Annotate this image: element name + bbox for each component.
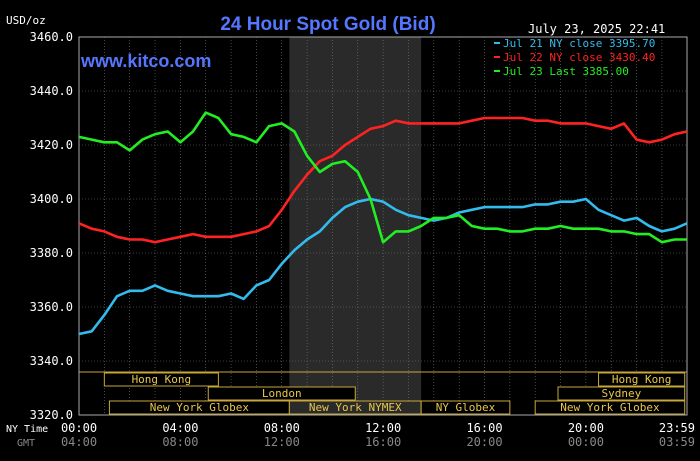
x-tick-label-gmt: 03:59 [659, 435, 695, 449]
session-label: Sydney [601, 387, 641, 400]
y-tick-label: 3340.0 [30, 354, 73, 368]
y-tick-label: 3360.0 [30, 300, 73, 314]
session-box [557, 386, 686, 401]
plot-area [78, 36, 688, 416]
y-tick-label: 3420.0 [30, 138, 73, 152]
trading-sessions: Hong Kong London New York Globex New York N… [79, 371, 687, 415]
series-line-2 [78, 116, 688, 244]
axes: 3460.0 3440.0 3420.0 3400.0 3380.0 3360.0 3340… [6, 30, 695, 449]
timestamp: July 23, 2025 22:41 [528, 22, 665, 36]
x-tick-label-ny: 20:00 [568, 421, 604, 435]
session-box [420, 400, 511, 415]
session-box [598, 372, 686, 387]
x-tick-label-gmt: 12:00 [264, 435, 300, 449]
x-tick-label-ny: 16:00 [466, 421, 502, 435]
legend-label-2: Jul 22 NY close 3430.40 [503, 51, 655, 64]
nymex-shaded-region [289, 37, 422, 415]
session-label: New York Globex [560, 401, 660, 414]
x-tick-label-gmt: 16:00 [365, 435, 401, 449]
watermark: www.kitco.com [80, 51, 211, 71]
series-line-1 [78, 197, 688, 336]
x-tick-label-ny: 08:00 [264, 421, 300, 435]
session-label: Hong Kong [612, 373, 672, 386]
chart-title: 24 Hour Spot Gold (Bid) [220, 14, 435, 35]
x-tick-label-ny: 04:00 [162, 421, 198, 435]
x-tick-label-gmt: 04:00 [61, 435, 97, 449]
y-tick-label: 3460.0 [30, 30, 73, 44]
session-box [534, 400, 686, 415]
session-label: Hong Kong [132, 373, 192, 386]
y-tick-label: 3440.0 [30, 84, 73, 98]
session-label: New York NYMEX [309, 401, 402, 414]
x-tick-label-ny: 23:59 [659, 421, 695, 435]
session-box [103, 372, 219, 387]
y-tick-label: 3400.0 [30, 192, 73, 206]
session-box [207, 386, 356, 401]
session-label: New York Globex [150, 401, 250, 414]
x-tick-label-gmt: 08:00 [162, 435, 198, 449]
y-tick-label: 3320.0 [30, 408, 73, 422]
x-tick-label-gmt: 20:00 [466, 435, 502, 449]
x-tick-label-gmt: 00:00 [568, 435, 604, 449]
series-line-3 [78, 111, 687, 244]
legend-label-1: Jul 21 NY close 3395.70 [503, 37, 655, 50]
x-tick-label-ny: 12:00 [365, 421, 401, 435]
y-axis-unit-label: USD/oz [6, 14, 46, 27]
session-label: NY Globex [436, 401, 496, 414]
session-label: London [262, 387, 302, 400]
y-tick-label: 3380.0 [30, 246, 73, 260]
x-tick-label-ny: 00:00 [61, 421, 97, 435]
x-row-label-ny: NY Time [6, 424, 48, 435]
x-row-label-gmt: GMT [17, 438, 35, 449]
legend-label-3: Jul 23 Last 3385.00 [503, 65, 629, 78]
